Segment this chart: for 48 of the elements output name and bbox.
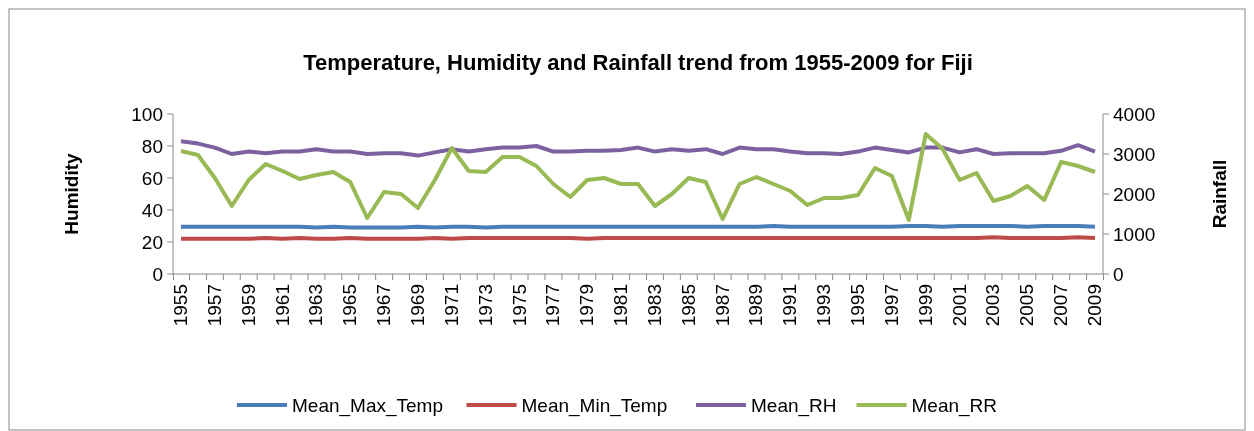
line-series bbox=[179, 139, 1097, 158]
x-tick-label: 1993 bbox=[813, 284, 835, 327]
x-tick-label: 1979 bbox=[576, 284, 598, 327]
x-tick-label: 1965 bbox=[339, 284, 361, 327]
y-axis-title: Humidity bbox=[61, 152, 82, 235]
x-tick-label: 1973 bbox=[474, 284, 496, 327]
y2-tick-label: 3000 bbox=[1113, 143, 1156, 165]
x-tick-label: 1987 bbox=[711, 284, 733, 327]
x-tick-label: 1971 bbox=[440, 284, 462, 327]
legend-label: Mean_Max_Temp bbox=[292, 394, 444, 417]
legend-label: Mean_Min_Temp bbox=[521, 394, 668, 417]
x-tick-label: 1989 bbox=[745, 284, 767, 327]
x-tick-label: 1999 bbox=[914, 284, 936, 327]
y-tick-label: 60 bbox=[141, 167, 163, 189]
legend-label: Mean_RH bbox=[751, 394, 837, 417]
x-tick-label: 1977 bbox=[542, 284, 564, 327]
x-tick-label: 1967 bbox=[373, 284, 395, 327]
x-tick-label: 1991 bbox=[779, 284, 801, 327]
x-tick-label: 1961 bbox=[271, 284, 293, 327]
y2-tick-label: 0 bbox=[1113, 263, 1124, 285]
x-tick-label: 1995 bbox=[847, 284, 869, 327]
x-tick-label: 2001 bbox=[948, 284, 970, 327]
x-tick-label: 2007 bbox=[1050, 284, 1072, 327]
x-tick-label: 1981 bbox=[610, 284, 632, 327]
chart-title: Temperature, Humidity and Rainfall trend from 1955-2009 for Fiji bbox=[303, 50, 973, 75]
x-tick-label: 1969 bbox=[406, 284, 428, 327]
y-tick-label: 40 bbox=[141, 199, 163, 221]
x-tick-label: 1975 bbox=[508, 284, 530, 327]
y2-axis-title: Rainfall bbox=[1209, 159, 1230, 229]
x-tick-label: 1997 bbox=[880, 284, 902, 327]
x-tick-label: 1959 bbox=[237, 284, 259, 327]
x-tick-label: 1957 bbox=[203, 284, 225, 327]
y2-tick-label: 2000 bbox=[1113, 183, 1156, 205]
x-tick-label: 2009 bbox=[1084, 284, 1105, 327]
y-tick-label: 0 bbox=[152, 263, 163, 285]
x-tick-label: 2005 bbox=[1016, 284, 1038, 327]
y2-tick-label: 4000 bbox=[1113, 103, 1156, 125]
y2-tick-label: 1000 bbox=[1113, 223, 1156, 245]
x-tick-label: 1985 bbox=[677, 284, 699, 327]
x-tick-label: 1955 bbox=[170, 284, 191, 327]
y-tick-label: 100 bbox=[131, 103, 163, 125]
legend-label: Mean_RR bbox=[911, 394, 998, 417]
y-tick-label: 80 bbox=[141, 135, 163, 157]
y-tick-label: 20 bbox=[141, 231, 163, 253]
x-tick-label: 1963 bbox=[305, 284, 327, 327]
line-series bbox=[179, 132, 1097, 222]
x-tick-label: 1983 bbox=[643, 284, 665, 327]
x-tick-label: 2003 bbox=[982, 284, 1004, 327]
